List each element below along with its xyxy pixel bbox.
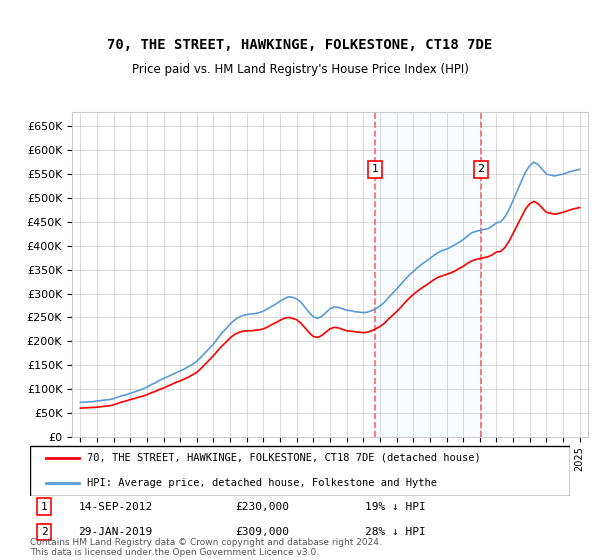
Text: HPI: Average price, detached house, Folkestone and Hythe: HPI: Average price, detached house, Folk… [86,478,437,488]
Text: 14-SEP-2012: 14-SEP-2012 [79,502,153,512]
Text: 1: 1 [371,164,379,174]
Text: 19% ↓ HPI: 19% ↓ HPI [365,502,425,512]
Text: 2: 2 [478,164,485,174]
Text: £309,000: £309,000 [235,527,289,537]
Text: 29-JAN-2019: 29-JAN-2019 [79,527,153,537]
FancyBboxPatch shape [30,446,570,496]
Text: Contains HM Land Registry data © Crown copyright and database right 2024.
This d: Contains HM Land Registry data © Crown c… [30,538,382,557]
Bar [375,112,481,437]
Text: 1: 1 [41,502,47,512]
Text: 28% ↓ HPI: 28% ↓ HPI [365,527,425,537]
Text: Price paid vs. HM Land Registry's House Price Index (HPI): Price paid vs. HM Land Registry's House … [131,63,469,77]
Text: £230,000: £230,000 [235,502,289,512]
Text: 70, THE STREET, HAWKINGE, FOLKESTONE, CT18 7DE: 70, THE STREET, HAWKINGE, FOLKESTONE, CT… [107,38,493,52]
Text: 70, THE STREET, HAWKINGE, FOLKESTONE, CT18 7DE (detached house): 70, THE STREET, HAWKINGE, FOLKESTONE, CT… [86,453,481,463]
Text: 2: 2 [41,527,47,537]
